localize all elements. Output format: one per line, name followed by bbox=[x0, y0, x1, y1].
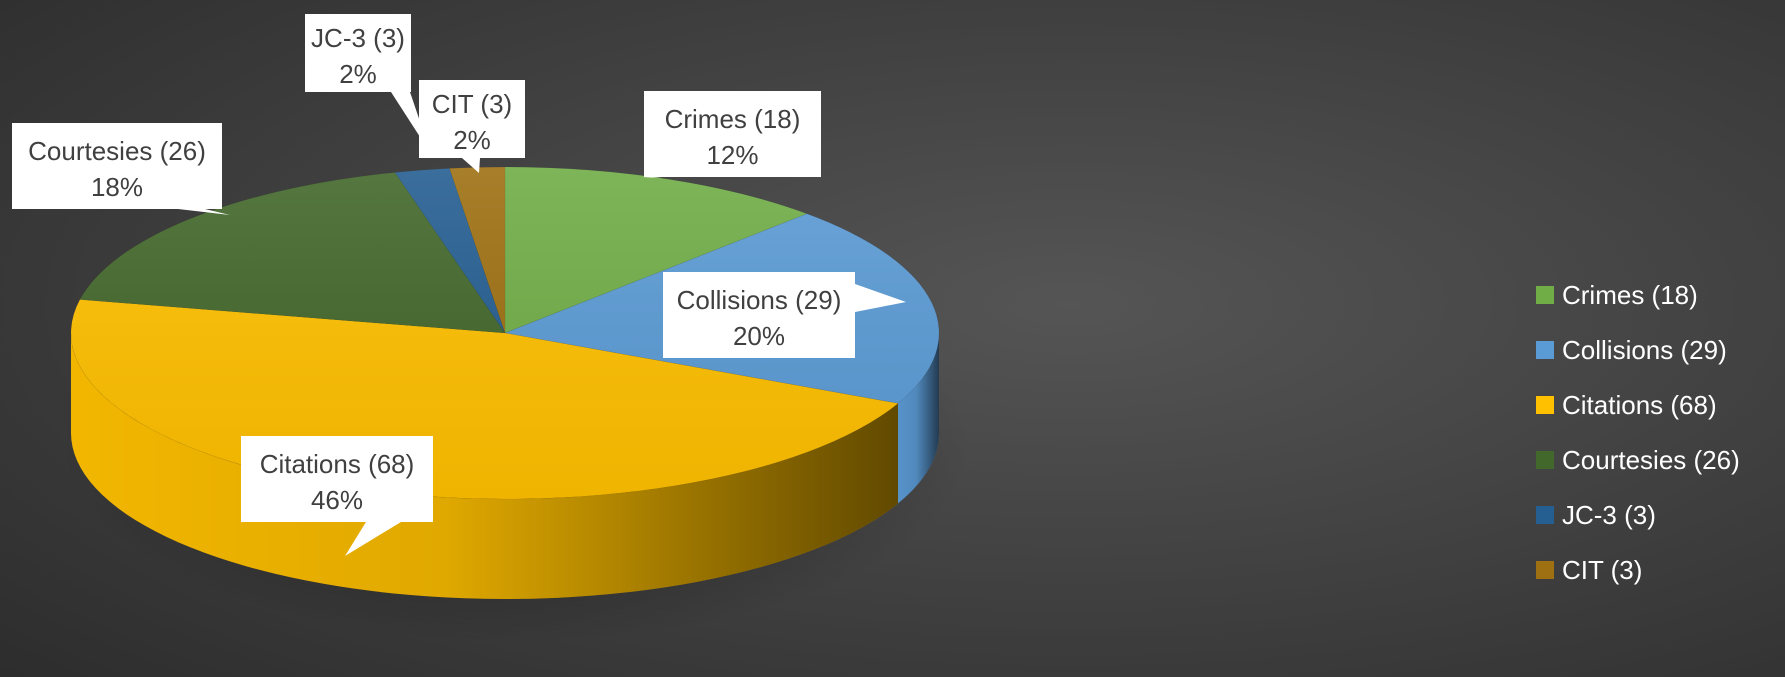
legend-swatch bbox=[1536, 286, 1554, 304]
data-label-box bbox=[12, 123, 222, 209]
legend-label: JC-3 (3) bbox=[1562, 500, 1656, 530]
legend-label: CIT (3) bbox=[1562, 555, 1642, 585]
legend-item-citations[interactable]: Citations (68) bbox=[1536, 390, 1717, 420]
legend-label: Citations (68) bbox=[1562, 390, 1717, 420]
data-label-percent: 12% bbox=[706, 140, 758, 170]
data-label-collisions: Collisions (29) 20% bbox=[663, 272, 906, 358]
legend-item-crimes[interactable]: Crimes (18) bbox=[1536, 280, 1698, 310]
data-label-pointer bbox=[345, 522, 401, 556]
legend-swatch bbox=[1536, 396, 1554, 414]
legend-item-collisions[interactable]: Collisions (29) bbox=[1536, 335, 1727, 365]
legend-swatch bbox=[1536, 451, 1554, 469]
data-label-percent: 46% bbox=[311, 485, 363, 515]
legend-item-jc-3[interactable]: JC-3 (3) bbox=[1536, 500, 1656, 530]
data-label-box bbox=[419, 80, 525, 158]
data-label-pointer bbox=[178, 209, 230, 215]
pie-side-shade-citations bbox=[71, 333, 899, 600]
data-label-pointer bbox=[643, 176, 682, 178]
legend-label: Courtesies (26) bbox=[1562, 445, 1740, 475]
data-label-box bbox=[644, 91, 821, 177]
pie-top-highlight bbox=[71, 167, 939, 499]
pie-side-shade-collisions bbox=[898, 333, 939, 504]
data-label-percent: 20% bbox=[733, 321, 785, 351]
data-label-percent: 2% bbox=[453, 125, 491, 155]
data-label-category: Citations (68) bbox=[260, 449, 415, 479]
data-label-category: Collisions (29) bbox=[677, 285, 842, 315]
data-label-percent: 18% bbox=[91, 172, 143, 202]
data-label-category: CIT (3) bbox=[432, 89, 512, 119]
legend-label: Collisions (29) bbox=[1562, 335, 1727, 365]
legend-swatch bbox=[1536, 506, 1554, 524]
legend-item-cit[interactable]: CIT (3) bbox=[1536, 555, 1642, 585]
data-label-courtesies: Courtesies (26) 18% bbox=[12, 123, 230, 215]
data-label-category: Crimes (18) bbox=[665, 104, 801, 134]
data-label-box bbox=[663, 272, 855, 358]
data-label-pointer bbox=[462, 158, 480, 173]
legend-item-courtesies[interactable]: Courtesies (26) bbox=[1536, 445, 1740, 475]
legend-swatch bbox=[1536, 341, 1554, 359]
data-label-category: JC-3 (3) bbox=[311, 23, 405, 53]
data-label-percent: 2% bbox=[339, 59, 377, 89]
data-label-cit: CIT (3) 2% bbox=[419, 80, 525, 173]
legend-label: Crimes (18) bbox=[1562, 280, 1698, 310]
data-label-box bbox=[241, 436, 433, 522]
data-label-category: Courtesies (26) bbox=[28, 136, 206, 166]
data-label-pointer bbox=[855, 284, 906, 312]
legend-swatch bbox=[1536, 561, 1554, 579]
data-label-crimes: Crimes (18) 12% bbox=[643, 91, 821, 178]
data-label-box bbox=[305, 14, 411, 92]
data-label-citations: Citations (68) 46% bbox=[241, 436, 433, 556]
